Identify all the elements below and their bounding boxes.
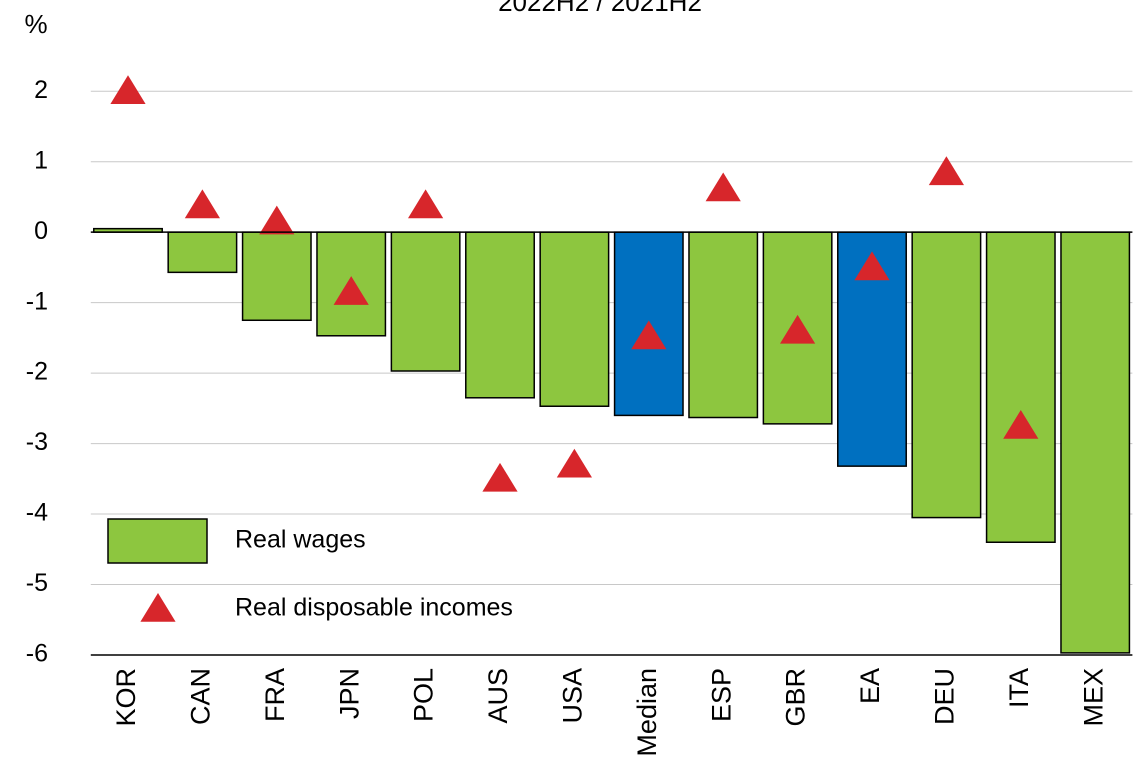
legend-label: Real disposable incomes: [235, 594, 513, 622]
x-tick-label: JPN: [334, 668, 364, 719]
y-tick-label: -2: [26, 358, 48, 386]
triangle-marker: [110, 75, 146, 105]
y-tick-label: -1: [26, 287, 48, 315]
triangle-marker: [631, 320, 667, 350]
triangle-marker: [482, 462, 518, 492]
x-tick-label: MEX: [1078, 668, 1108, 727]
y-axis-label: %: [24, 9, 47, 39]
bar: [390, 231, 461, 372]
x-tick-label: KOR: [111, 668, 141, 727]
y-tick-label: 1: [34, 146, 48, 174]
legend-swatch: [107, 518, 208, 564]
y-tick-label: -3: [26, 428, 48, 456]
x-tick-label: EA: [855, 668, 885, 704]
legend-swatch: [140, 593, 176, 622]
y-tick-label: 2: [34, 76, 48, 104]
triangle-marker: [184, 189, 220, 219]
x-tick-label: ESP: [706, 668, 736, 722]
triangle-marker: [928, 156, 964, 186]
bar: [911, 231, 982, 519]
y-tick-label: -6: [26, 640, 48, 668]
triangle-marker: [408, 189, 444, 219]
chart-title: 2022H2 / 2021H2: [498, 0, 702, 17]
bar: [688, 231, 759, 419]
bar: [465, 231, 535, 399]
x-tick-label: Median: [632, 668, 662, 757]
x-tick-label: ITA: [1004, 668, 1034, 708]
triangle-marker: [1003, 409, 1039, 439]
x-tick-label: USA: [558, 668, 588, 724]
x-tick-label: CAN: [186, 668, 216, 725]
y-tick-label: -5: [26, 569, 48, 597]
triangle-marker: [333, 276, 369, 305]
bar: [167, 231, 238, 274]
bar: [539, 231, 610, 407]
x-tick-label: DEU: [930, 668, 960, 725]
bar: [241, 231, 312, 322]
bar: [985, 231, 1056, 543]
y-tick-label: 0: [34, 217, 48, 245]
triangle-marker: [705, 172, 741, 202]
triangle-marker: [780, 314, 816, 344]
triangle-marker: [854, 251, 890, 281]
triangle-marker: [259, 205, 295, 235]
x-tick-label: GBR: [781, 668, 811, 727]
triangle-marker: [556, 448, 592, 478]
x-tick-label: POL: [409, 668, 439, 722]
bar: [1060, 231, 1131, 654]
x-tick-label: FRA: [260, 668, 290, 722]
y-tick-label: -4: [26, 499, 48, 527]
legend-label: Real wages: [235, 526, 366, 554]
x-tick-label: AUS: [483, 668, 513, 724]
